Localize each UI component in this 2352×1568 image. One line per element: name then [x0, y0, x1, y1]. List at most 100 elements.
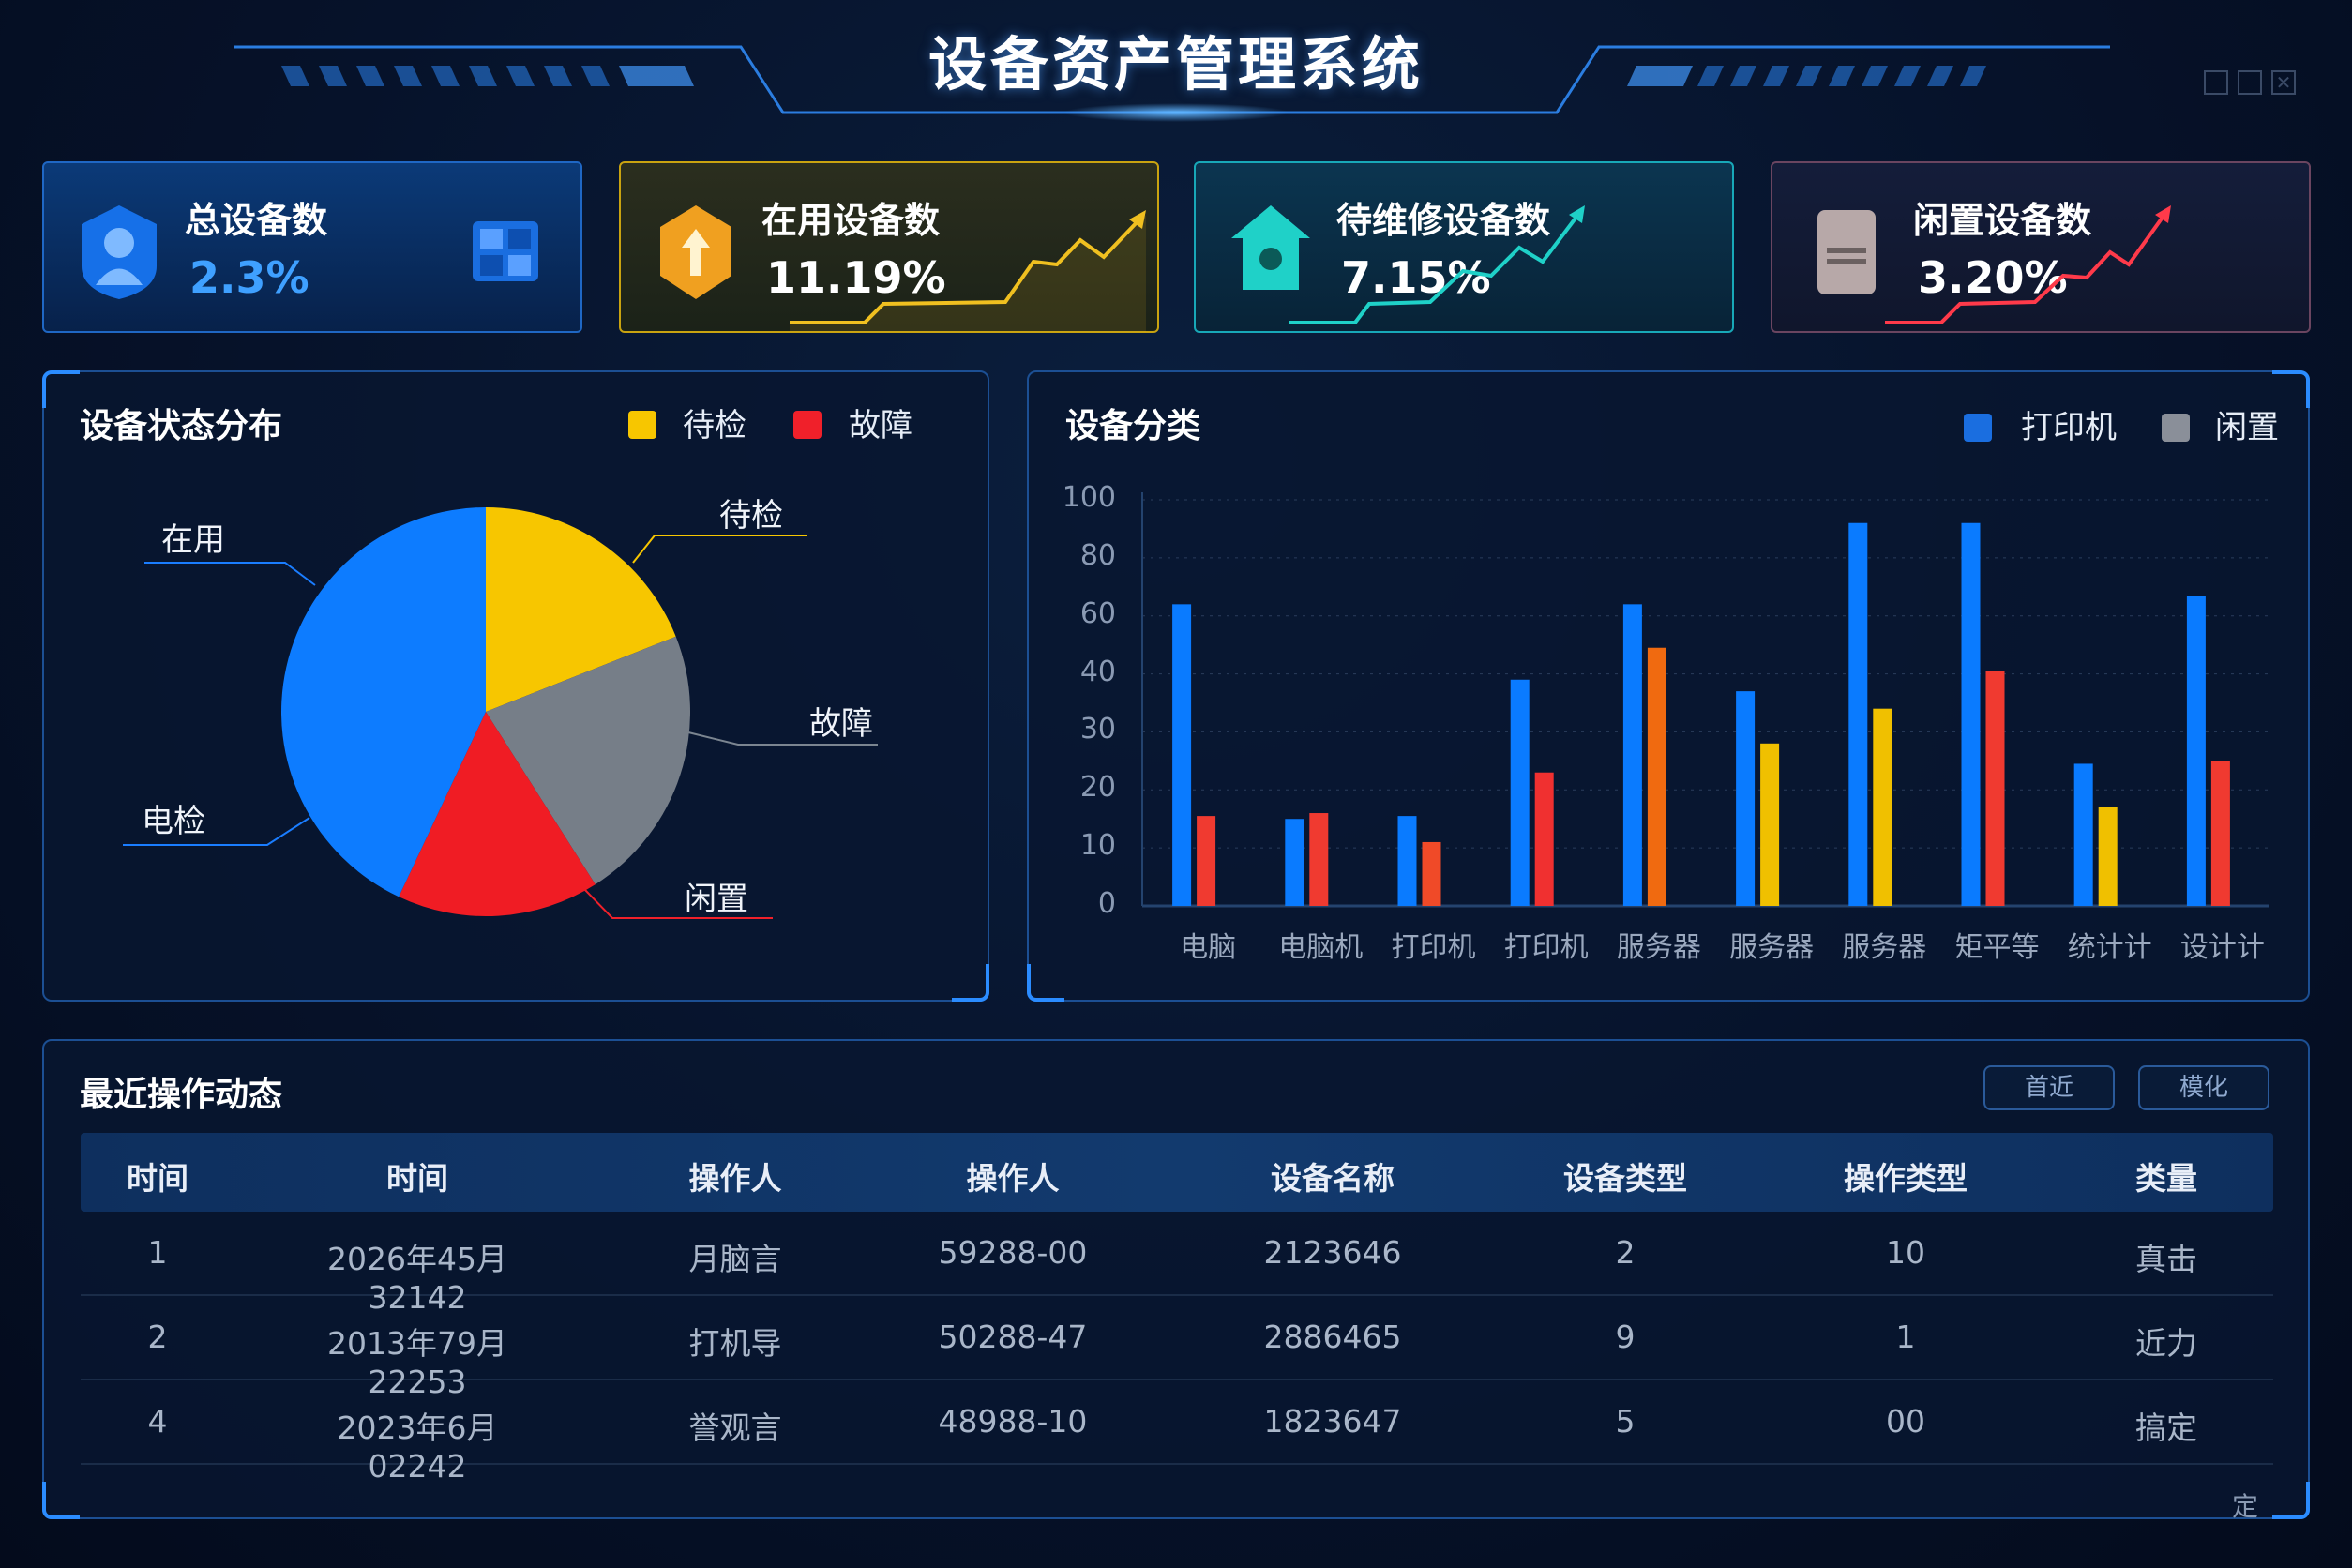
trend-sparkline: [1289, 205, 1585, 324]
bar-chart: [1141, 492, 2269, 908]
pie-chart: [123, 507, 878, 919]
y-tick-label: 40: [1079, 655, 1116, 688]
kpi-label: 总设备数: [185, 200, 328, 241]
x-tick-label: 电脑机: [1278, 931, 1364, 964]
recent-button[interactable]: 首近: [1983, 1065, 2115, 1110]
maximize-icon[interactable]: [2238, 70, 2262, 95]
table-row[interactable]: [81, 1296, 2273, 1380]
table-row[interactable]: [81, 1212, 2273, 1296]
column-header: 设备名称: [1271, 1160, 1395, 1197]
minimize-icon[interactable]: [2204, 70, 2228, 95]
pie-slice: [281, 507, 486, 897]
pie-slice: [486, 636, 690, 885]
kpi-value: 7.15%: [1341, 252, 1491, 303]
user-shield-icon: [82, 205, 157, 299]
y-tick-label: 0: [1097, 887, 1116, 920]
table-cell: 1823647: [1263, 1403, 1402, 1440]
panel-title: 设备状态分布: [80, 407, 283, 445]
y-tick-label: 100: [1062, 481, 1116, 514]
trend-sparkline: [1885, 205, 2171, 324]
table-cell: 2: [1615, 1234, 1636, 1271]
legend-swatch: [2162, 414, 2190, 442]
kpi-label: 待维修设备数: [1336, 200, 1551, 241]
panel-title: 设备分类: [1065, 407, 1201, 445]
table-cell: 59288-00: [938, 1234, 1088, 1271]
bar-series-1: [1397, 816, 1417, 906]
kpi-card-idle[interactable]: 闲置设备数 3.20%: [1771, 161, 2311, 333]
close-icon[interactable]: ✕: [2271, 70, 2296, 95]
table-cell: 50288-47: [938, 1319, 1088, 1355]
bar-series-2: [1985, 671, 2005, 906]
column-header: 操作人: [688, 1160, 782, 1197]
x-tick-label: 服务器: [1616, 931, 1701, 964]
pie-slice: [486, 507, 676, 712]
bar-series-2: [1760, 743, 1780, 906]
bar-series-2: [1534, 772, 1554, 906]
mode-button[interactable]: 模化: [2138, 1065, 2269, 1110]
trend-sparkline: [790, 210, 1146, 332]
legend-label: 故障: [849, 407, 912, 445]
table-cell: 10: [1886, 1234, 1925, 1271]
column-header: 操作类型: [1844, 1160, 1968, 1197]
corner-accent: [1027, 964, 1064, 1002]
table-cell: 9: [1615, 1319, 1636, 1355]
bar-series-2: [1647, 647, 1666, 906]
bar-series-1: [1848, 522, 1868, 906]
bar-series-1: [1736, 691, 1756, 906]
x-tick-label: 统计计: [2067, 931, 2152, 964]
corner-accent: [2272, 1482, 2310, 1519]
table-cell: 搞定: [2135, 1410, 2197, 1446]
y-tick-label: 80: [1079, 538, 1116, 572]
column-header: 时间: [127, 1160, 188, 1197]
activity-panel: [42, 1039, 2310, 1519]
x-tick-label: 服务器: [1842, 931, 1927, 964]
bar-series-1: [1285, 819, 1304, 906]
kpi-card-total[interactable]: 总设备数 2.3%: [42, 161, 582, 333]
pie-label: 在用: [161, 521, 225, 559]
table-header: [81, 1133, 2273, 1212]
header-decoration: [234, 45, 2110, 122]
bar-series-2: [2098, 807, 2118, 906]
device-icon: [1817, 210, 1876, 294]
bar-series-1: [1622, 604, 1642, 906]
y-tick-label: 20: [1079, 771, 1116, 805]
column-header: 时间: [386, 1160, 448, 1197]
x-tick-label: 矩平等: [1954, 931, 2040, 964]
legend-label: 闲置: [2215, 409, 2279, 446]
grid-app-icon: [473, 221, 538, 281]
table-cell: 2123646: [1263, 1234, 1402, 1271]
table-cell: 2886465: [1263, 1319, 1402, 1355]
table-row[interactable]: [81, 1380, 2273, 1465]
bar-series-1: [1961, 522, 1981, 906]
x-tick-label: 打印机: [1503, 931, 1589, 964]
bar-series-1: [1510, 679, 1530, 906]
kpi-value: 11.19%: [766, 252, 946, 303]
y-tick-label: 10: [1079, 829, 1116, 863]
pie-slice: [399, 712, 596, 917]
footer-text: 定: [2232, 1491, 2259, 1522]
kpi-value: 2.3%: [189, 252, 309, 303]
kpi-card-in-use[interactable]: 在用设备数 11.19%: [619, 161, 1159, 333]
corner-accent: [952, 964, 989, 1002]
house-badge-icon: [1231, 205, 1310, 290]
x-tick-label: 设计计: [2179, 931, 2265, 964]
bar-series-1: [2186, 596, 2206, 906]
corner-accent: [42, 370, 80, 408]
bar-series-1: [2073, 763, 2093, 906]
column-header: 类量: [2135, 1160, 2197, 1197]
bar-series-2: [1197, 816, 1216, 906]
table-cell: 5: [1615, 1403, 1636, 1440]
table-cell: 2: [147, 1319, 168, 1355]
kpi-card-pending-repair[interactable]: 待维修设备数 7.15%: [1194, 161, 1734, 333]
y-tick-label: 60: [1079, 596, 1116, 630]
bar-series-1: [1172, 604, 1192, 906]
legend-swatch: [1964, 414, 1992, 442]
table-cell: 1: [147, 1234, 168, 1271]
bar-series-2: [1309, 813, 1329, 906]
table-cell: 近力: [2135, 1325, 2197, 1362]
column-header: 设备类型: [1563, 1160, 1687, 1197]
panel-title: 最近操作动态: [80, 1076, 283, 1114]
table-cell: 2013年79月 22253: [327, 1325, 507, 1400]
table-cell: 打机导: [688, 1325, 782, 1362]
table-cell: 48988-10: [938, 1403, 1088, 1440]
